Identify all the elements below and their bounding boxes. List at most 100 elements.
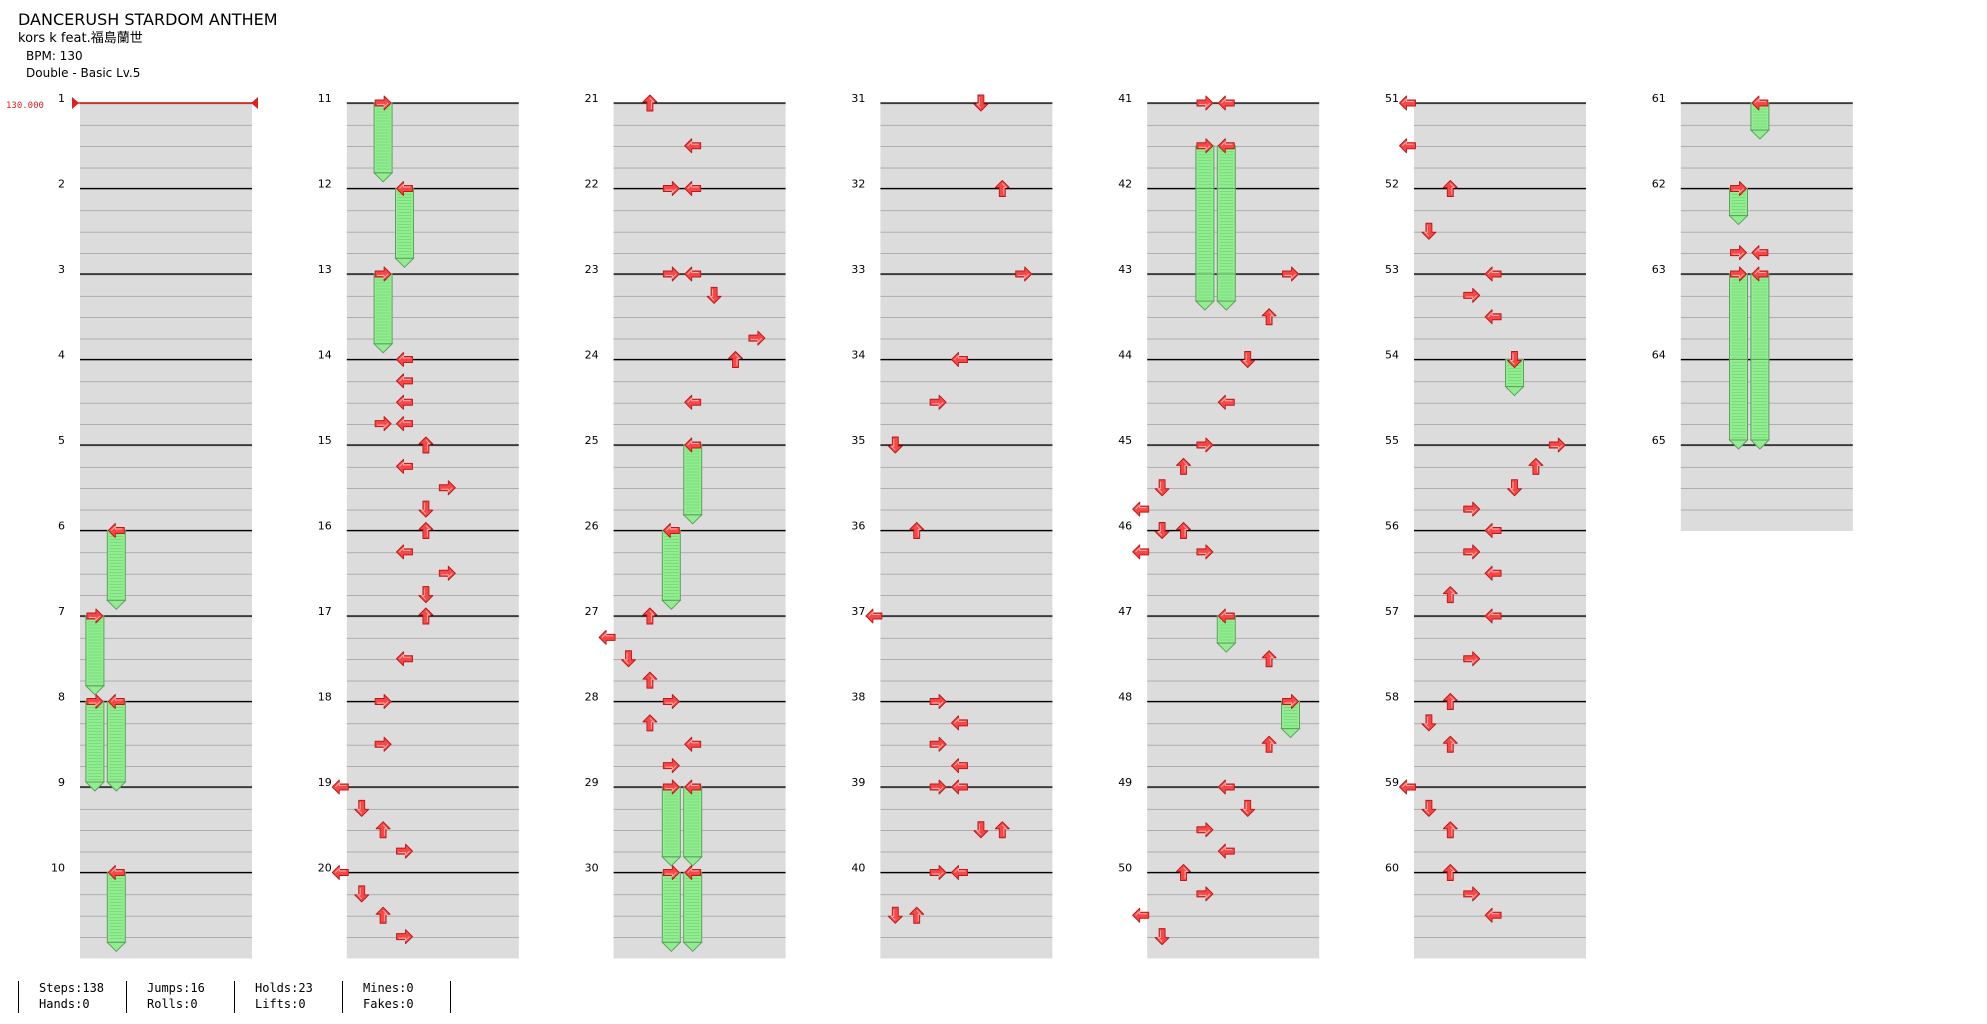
arrow-left-icon <box>396 394 413 410</box>
measure-band <box>613 659 786 681</box>
arrow-shape <box>1463 544 1481 560</box>
stats-divider <box>18 981 19 1013</box>
arrow-shape <box>1421 714 1437 732</box>
arrow-highlight <box>1242 353 1249 365</box>
arrow-left-icon <box>684 138 702 154</box>
arrow-shape <box>396 929 413 945</box>
measure-band <box>613 381 786 403</box>
measure-band <box>880 381 1053 403</box>
arrow-shape <box>994 821 1010 839</box>
measure-number: 59 <box>1385 776 1399 789</box>
measure-band <box>80 852 252 873</box>
arrow-highlight <box>377 102 389 109</box>
arrow-shape <box>1196 138 1214 154</box>
arrow-left-icon <box>1217 138 1235 154</box>
measure-band <box>880 873 1053 895</box>
measure-band <box>880 424 1053 446</box>
arrow-highlight <box>334 781 347 788</box>
arrow-up-icon <box>1176 457 1191 475</box>
arrow-highlight <box>1135 504 1147 510</box>
measure-band <box>880 937 1053 959</box>
arrow-highlight <box>1242 802 1249 814</box>
arrow-highlight <box>601 632 614 638</box>
arrow-right-icon <box>396 929 413 945</box>
arrow-shape <box>1217 779 1235 795</box>
arrow-highlight <box>1423 225 1430 237</box>
measure-band <box>880 103 1053 125</box>
arrow-right-icon <box>1548 437 1566 453</box>
arrow-left-icon <box>107 865 125 880</box>
arrow-shape <box>1751 266 1769 282</box>
arrow-highlight <box>1535 461 1541 473</box>
arrow-up-icon <box>1442 693 1458 710</box>
arrow-shape <box>1463 886 1481 902</box>
arrow-highlight <box>1449 738 1456 751</box>
measure-band <box>80 168 252 189</box>
arrow-highlight <box>1402 97 1414 104</box>
measure-band <box>1680 210 1853 232</box>
measure-number: 47 <box>1118 605 1132 618</box>
arrow-up-icon <box>1442 864 1458 881</box>
measure-band <box>80 445 252 467</box>
measure-number: 52 <box>1385 178 1399 191</box>
measure-number: 37 <box>851 605 865 618</box>
measure-band <box>613 103 786 125</box>
arrow-right-icon <box>662 181 680 196</box>
stats-divider <box>450 981 451 1013</box>
arrow-shape <box>684 865 702 880</box>
arrow-down-icon <box>973 821 989 839</box>
hold-tail <box>1280 728 1301 739</box>
arrow-highlight <box>649 717 655 729</box>
measure-band <box>346 702 519 724</box>
measure-number: 17 <box>318 605 332 618</box>
arrow-highlight <box>665 701 677 707</box>
measure-band <box>346 488 519 510</box>
arrow-highlight <box>649 97 655 109</box>
arrow-highlight <box>1449 183 1456 195</box>
measure-band <box>613 723 786 745</box>
arrow-highlight <box>399 354 411 360</box>
arrow-highlight <box>1183 525 1189 537</box>
arrow-highlight <box>932 743 944 750</box>
measure-number: 25 <box>585 434 599 447</box>
measure-number: 5 <box>58 434 65 447</box>
arrow-shape <box>662 523 680 538</box>
arrow-right-icon <box>929 779 947 795</box>
hold-body <box>1750 102 1770 131</box>
arrow-left-icon <box>1484 907 1502 923</box>
arrow-shape <box>396 394 413 410</box>
arrow-shape <box>1217 95 1235 111</box>
measure-band <box>1147 852 1320 873</box>
measure-band <box>1414 552 1586 574</box>
measure-band <box>80 360 252 382</box>
hold-tail <box>106 941 127 953</box>
arrow-right-icon <box>1196 138 1214 154</box>
arrow-left-icon <box>107 523 125 538</box>
arrow-right-icon <box>1282 694 1299 709</box>
measure-band <box>346 296 519 318</box>
arrow-left-icon <box>1217 95 1235 111</box>
arrow-highlight <box>377 743 389 750</box>
measure-band <box>346 510 519 531</box>
arrow-right-icon <box>1196 886 1214 902</box>
arrow-shape <box>662 266 680 282</box>
arrow-up-icon <box>1261 735 1277 753</box>
arrow-shape <box>354 799 370 817</box>
hold-body <box>1750 273 1770 360</box>
measure-band <box>880 360 1053 382</box>
arrow-shape <box>1484 523 1502 538</box>
arrow-down-icon <box>887 436 903 454</box>
arrow-highlight <box>1449 824 1456 836</box>
measure-band <box>80 638 252 660</box>
measure-band <box>1414 274 1586 296</box>
measure-number: 15 <box>318 434 332 447</box>
hold-body <box>85 615 105 687</box>
arrow-shape <box>396 458 413 474</box>
hold-tail <box>661 599 682 611</box>
measure-band <box>1147 937 1320 959</box>
measure-band <box>613 681 786 702</box>
measure-band <box>613 274 786 296</box>
measure-number: 43 <box>1118 263 1132 276</box>
measure-band <box>80 274 252 296</box>
